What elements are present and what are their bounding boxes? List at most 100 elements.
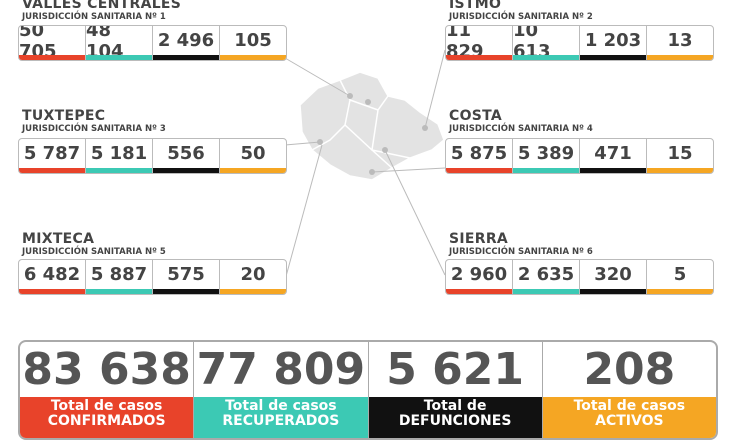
label-line: CONFIRMADOS	[47, 413, 166, 429]
label-line: Total de	[423, 398, 487, 414]
region-subtitle: JURISDICCIÓN SANITARIA Nº 5	[22, 247, 166, 257]
totals-box: 83 638 Total de casos CONFIRMADOS 77 809 Tot…	[18, 340, 718, 440]
region-value: 5	[647, 260, 713, 294]
region-value: 50	[220, 139, 286, 173]
connector	[284, 144, 323, 281]
region-name: MIXTECA	[22, 231, 95, 247]
region-value: 48 104	[86, 26, 153, 60]
color-bar	[446, 55, 512, 60]
region-name: SIERRA	[449, 231, 509, 247]
color-bar	[580, 289, 646, 294]
color-bar	[19, 168, 85, 173]
total-label: Total de casos CONFIRMADOS	[20, 397, 194, 438]
region-name: COSTA	[449, 108, 503, 124]
region-value: 5 181	[86, 139, 153, 173]
color-bar	[220, 168, 286, 173]
region-name: ISTMO	[449, 0, 502, 12]
region-value: 15	[647, 139, 713, 173]
region-value: 5 787	[19, 139, 86, 173]
color-bar	[19, 55, 85, 60]
color-bar	[86, 55, 152, 60]
region-value: 13	[647, 26, 713, 60]
region-box: 11 829 10 613 1 203 13	[445, 25, 714, 61]
region-subtitle: JURISDICCIÓN SANITARIA Nº 2	[449, 12, 593, 22]
total-label: Total de casos RECUPERADOS	[194, 397, 368, 438]
dot	[365, 99, 371, 105]
color-bar	[86, 289, 152, 294]
dot	[347, 93, 353, 99]
color-bar	[580, 55, 646, 60]
color-bar	[647, 168, 713, 173]
connectors	[284, 49, 446, 281]
region-box: 5 787 5 181 556 50	[18, 138, 287, 174]
region-value: 2 635	[513, 260, 580, 294]
color-bar	[153, 168, 219, 173]
region-subtitle: JURISDICCIÓN SANITARIA Nº 3	[22, 124, 166, 134]
total-cell: 208 Total de casos ACTIVOS	[542, 342, 716, 438]
state-map	[299, 71, 445, 181]
total-label: Total de DEFUNCIONES	[368, 397, 542, 438]
region-value: 320	[580, 260, 647, 294]
color-bar	[153, 289, 219, 294]
region-value: 5 875	[446, 139, 513, 173]
color-bar	[513, 55, 579, 60]
dot	[422, 125, 428, 131]
region-value: 556	[153, 139, 220, 173]
region-value: 575	[153, 260, 220, 294]
total-value: 77 809	[196, 344, 366, 395]
region-box: 6 482 5 887 575 20	[18, 259, 287, 295]
total-cell: 83 638 Total de casos CONFIRMADOS	[20, 342, 195, 438]
color-bar	[446, 168, 512, 173]
region-subtitle: JURISDICCIÓN SANITARIA Nº 1	[22, 12, 166, 22]
page: {"regions": [ {"name": "VALLES CENTRALES…	[18, 0, 718, 440]
total-value: 83 638	[22, 344, 191, 395]
region-name: VALLES CENTRALES	[22, 0, 182, 12]
region-value: 11 829	[446, 26, 513, 60]
label-line: Total de casos	[225, 398, 337, 414]
color-bar	[513, 168, 579, 173]
map-layer	[284, 49, 446, 281]
label-line: Total de casos	[573, 398, 686, 414]
region-value: 10 613	[513, 26, 580, 60]
region-value: 2 960	[446, 260, 513, 294]
region-borders	[311, 79, 411, 169]
label-line: ACTIVOS	[595, 413, 664, 429]
dot	[382, 147, 388, 153]
region-value: 5 887	[86, 260, 153, 294]
region-box: 50 705 48 104 2 496 105	[18, 25, 287, 61]
region-value: 50 705	[19, 26, 86, 60]
color-bar	[580, 168, 646, 173]
region-value: 1 203	[580, 26, 647, 60]
color-bar	[513, 289, 579, 294]
total-cell: 77 809 Total de casos RECUPERADOS	[194, 342, 369, 438]
region-box: 5 875 5 389 471 15	[445, 138, 714, 174]
label-line: DEFUNCIONES	[398, 413, 512, 429]
color-bar	[86, 168, 152, 173]
total-cell: 5 621 Total de DEFUNCIONES	[368, 342, 543, 438]
dot	[317, 139, 323, 145]
connector	[384, 149, 446, 276]
connector	[371, 167, 446, 173]
region-subtitle: JURISDICCIÓN SANITARIA Nº 4	[449, 124, 593, 134]
region-box: 2 960 2 635 320 5	[445, 259, 714, 295]
region-value: 2 496	[153, 26, 220, 60]
total-value: 5 621	[386, 344, 525, 395]
region-subtitle: JURISDICCIÓN SANITARIA Nº 6	[449, 247, 593, 257]
connector	[284, 57, 351, 97]
connector	[424, 49, 446, 129]
connector	[284, 141, 321, 146]
total-label: Total de casos ACTIVOS	[542, 397, 716, 438]
color-bar	[19, 289, 85, 294]
dot	[369, 169, 375, 175]
region-name: TUXTEPEC	[22, 108, 106, 124]
region-value: 5 389	[513, 139, 580, 173]
region-value: 20	[220, 260, 286, 294]
label-line: RECUPERADOS	[222, 413, 340, 429]
total-value: 208	[583, 344, 676, 395]
color-bar	[220, 289, 286, 294]
region-value: 105	[220, 26, 286, 60]
color-bar	[153, 55, 219, 60]
color-bar	[647, 55, 713, 60]
color-bar	[220, 55, 286, 60]
map-dots	[317, 93, 428, 175]
